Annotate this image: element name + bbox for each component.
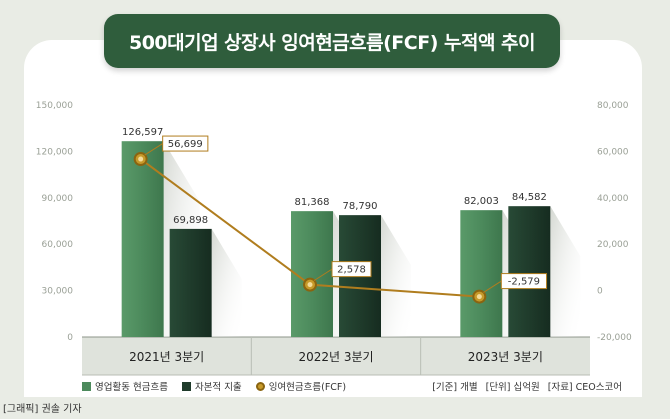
left-tick-label: 60,000 — [42, 240, 74, 250]
bar-value-label-operating: 126,597 — [122, 127, 163, 138]
bar-shadow — [211, 228, 242, 337]
legend-label-fcf: 잉여현금흐름(FCF) — [268, 382, 347, 393]
bar-shadow — [381, 215, 411, 337]
legend-item-capex: 자본적 지출 — [181, 379, 242, 393]
legend-swatch-fcf — [255, 381, 265, 391]
right-tick-label: -20,000 — [597, 333, 632, 343]
bar-capex — [508, 206, 551, 337]
fcf-callout-box — [331, 261, 372, 278]
unit-note: [단위] 십억원 — [485, 382, 540, 393]
legend-label-capex: 자본적 지출 — [194, 382, 242, 393]
fcf-value-label: 2,578 — [337, 265, 366, 276]
bar-operating-cash-flow — [460, 210, 503, 337]
left-tick-label: 150,000 — [36, 101, 73, 111]
basis-note: [기준] 개별 — [432, 382, 478, 393]
fcf-callout-leader — [483, 280, 502, 294]
bar-value-label-operating: 81,368 — [295, 197, 330, 208]
legend-item-operating-cash-flow: 영업활동 현금흐름 — [82, 379, 168, 393]
bar-operating-cash-flow — [121, 141, 164, 337]
bar-value-label-capex: 84,582 — [512, 192, 547, 203]
source-note: [자료] CEO스코어 — [547, 382, 622, 393]
right-tick-label: 20,000 — [597, 240, 629, 250]
bar-value-label-operating: 82,003 — [464, 196, 499, 207]
right-tick-label: 40,000 — [597, 194, 629, 204]
right-tick-label: 0 — [597, 287, 603, 297]
right-tick-label: 60,000 — [597, 147, 629, 157]
graphic-credit: [그래픽] 권솔 기자 — [3, 404, 82, 415]
category-label: 2022년 3분기 — [298, 350, 373, 364]
right-tick-label: 80,000 — [597, 101, 629, 111]
fcf-callout-box — [500, 273, 548, 290]
category-label: 2021년 3분기 — [129, 350, 204, 364]
chart-title: 500대기업 상장사 잉여현금흐름(FCF) 누적액 추이 — [128, 31, 536, 54]
title-banner: 500대기업 상장사 잉여현금흐름(FCF) 누적액 추이 — [104, 14, 560, 68]
category-band — [82, 337, 590, 375]
bar-operating-cash-flow — [291, 211, 333, 337]
left-tick-label: 30,000 — [42, 287, 74, 297]
legend-swatch-capex — [181, 381, 191, 391]
fcf-value-label: -2,579 — [508, 277, 540, 288]
fcf-point-core — [476, 294, 482, 300]
category-label: 2023년 3분기 — [468, 350, 543, 364]
fcf-value-label: 56,699 — [168, 139, 203, 150]
bar-capex — [169, 228, 212, 337]
left-tick-label: 120,000 — [36, 147, 73, 157]
fcf-point-core — [138, 156, 144, 162]
bar-shadow — [550, 206, 581, 337]
legend-label-operating: 영업활동 현금흐름 — [95, 382, 168, 393]
left-tick-label: 90,000 — [42, 194, 74, 204]
left-tick-label: 0 — [67, 333, 73, 343]
fcf-callout-leader — [144, 143, 163, 156]
fcf-point-core — [307, 282, 313, 288]
legend-item-fcf: 잉여현금흐름(FCF) — [255, 379, 347, 393]
legend-meta: [기준] 개별 [단위] 십억원 [자료] CEO스코어 — [432, 379, 622, 393]
fcf-callout-leader — [313, 268, 333, 282]
bar-value-label-capex: 69,898 — [173, 215, 208, 226]
legend-swatch-operating — [82, 381, 91, 391]
bar-value-label-capex: 78,790 — [343, 201, 378, 212]
legend: 영업활동 현금흐름 자본적 지출 잉여현금흐름(FCF) [기준] 개별 [단위… — [82, 378, 622, 394]
fcf-callout-box — [162, 135, 209, 152]
